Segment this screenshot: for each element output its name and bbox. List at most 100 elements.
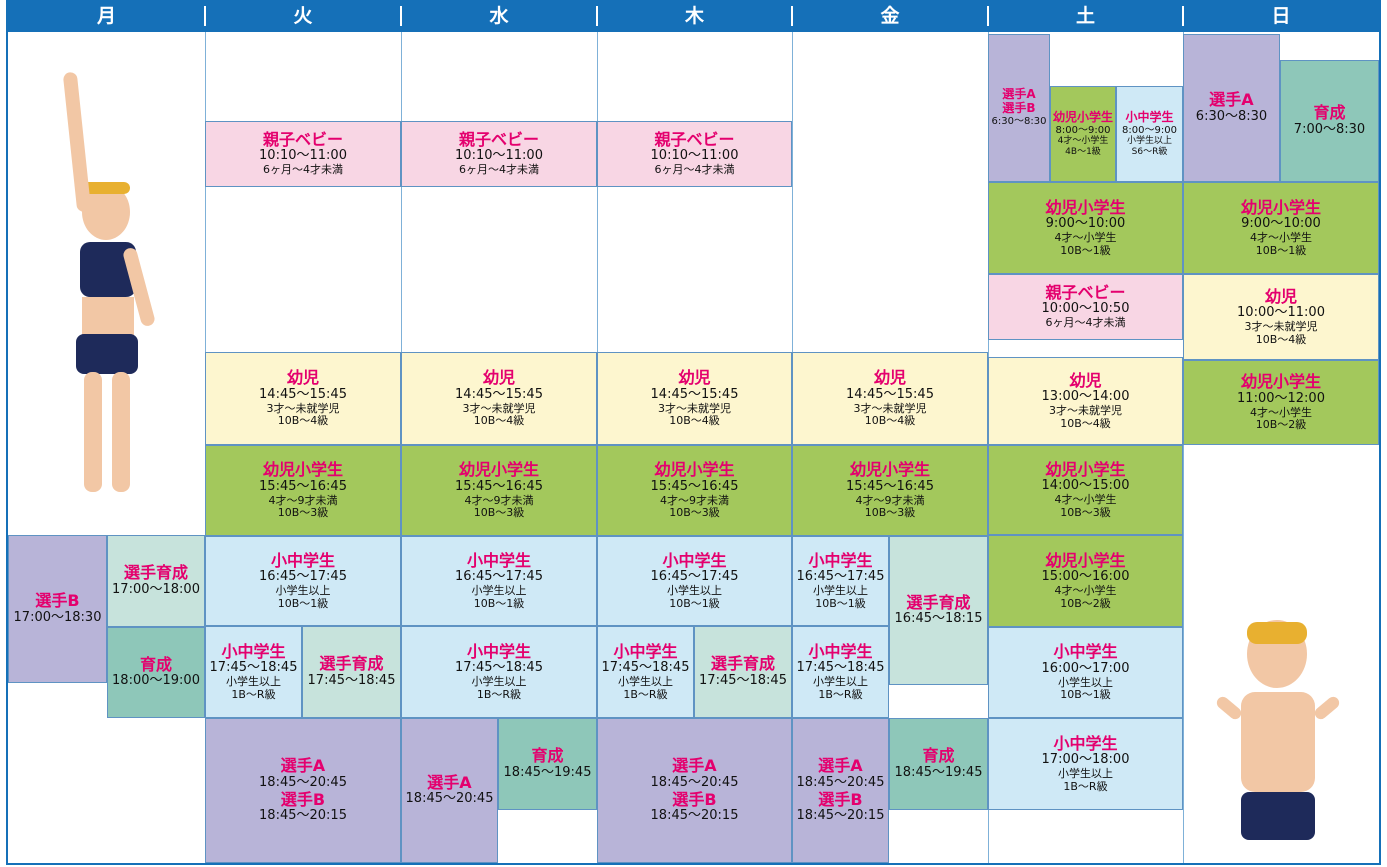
class-title: 育成	[139, 654, 172, 674]
class-detail: 16:45〜17:45	[650, 569, 739, 585]
class-detail: 18:45〜20:45	[405, 791, 494, 807]
class-block: 親子ベビー 10:10〜11:00 6ヶ月〜4才未満	[401, 121, 597, 187]
class-detail: 小学生以上	[813, 675, 868, 689]
class-detail: 17:45〜18:45	[307, 672, 396, 688]
class-detail: 3才〜未就学児	[266, 401, 340, 415]
class-detail: 10B〜3級	[669, 506, 720, 520]
class-title: 小中学生	[270, 550, 335, 570]
class-detail: 17:45〜18:45	[455, 660, 543, 676]
photo-girl	[63, 72, 155, 492]
class-detail: 1B〜R級	[231, 687, 276, 701]
class-detail: 8:00〜9:00	[1122, 124, 1177, 136]
class-block: 育成 18:45〜19:45	[889, 718, 988, 810]
class-detail: 17:00〜18:30	[13, 609, 102, 625]
class-title: 幼児小学生	[1045, 550, 1126, 570]
column-line	[1183, 32, 1184, 863]
class-block: 幼児小学生 14:00〜15:00 4才〜小学生 10B〜3級	[988, 445, 1183, 535]
class-detail: 16:45〜18:15	[894, 611, 983, 627]
class-title: 幼児小学生	[1052, 110, 1113, 124]
class-title: 小中学生	[1053, 642, 1118, 662]
class-title: 選手B	[280, 789, 326, 809]
class-block: 小中学生 17:45〜18:45 小学生以上 1B〜R級	[792, 626, 889, 718]
class-block: 小中学生 16:45〜17:45 小学生以上 10B〜1級	[205, 536, 401, 626]
class-detail: 10B〜1級	[1060, 688, 1111, 702]
class-block: 選手育成 17:45〜18:45	[694, 626, 792, 718]
class-detail: 6ヶ月〜4才未満	[459, 163, 539, 177]
class-detail: 18:45〜20:45	[650, 774, 739, 790]
class-detail: 4才〜小学生	[1057, 136, 1109, 147]
class-detail: 14:00〜15:00	[1041, 478, 1130, 494]
class-detail: 10B〜4級	[864, 414, 916, 428]
class-title: 選手A	[280, 756, 326, 776]
class-title: 親子ベビー	[458, 130, 539, 150]
class-title: 小中学生	[466, 550, 531, 570]
class-title: 小中学生	[662, 550, 727, 570]
class-title: 幼児小学生	[1240, 197, 1321, 217]
class-detail: 10B〜2級	[1255, 418, 1307, 432]
class-detail: 13:00〜14:00	[1041, 389, 1130, 405]
class-detail: 10B〜1級	[669, 596, 720, 610]
class-detail: 14:45〜15:45	[846, 386, 934, 402]
header-separator	[400, 6, 402, 26]
class-detail: 15:45〜16:45	[650, 478, 739, 494]
class-detail: 17:45〜18:45	[209, 660, 298, 676]
class-detail: 9:00〜10:00	[1241, 216, 1321, 232]
class-block: 選手A 6:30〜8:30	[1183, 34, 1280, 182]
class-detail: 10:00〜10:50	[1041, 301, 1130, 317]
class-title: 幼児	[482, 368, 515, 388]
class-title: 幼児小学生	[654, 460, 735, 480]
class-title: 幼児小学生	[1045, 197, 1126, 217]
class-detail: 18:45〜19:45	[894, 764, 983, 780]
class-detail: 10B〜1級	[1255, 243, 1307, 257]
class-detail: 小学生以上	[813, 584, 868, 598]
class-detail: 4才〜9才未満	[855, 493, 925, 507]
class-title: 小中学生	[808, 641, 873, 661]
class-detail: 10B〜1級	[815, 596, 866, 610]
class-detail: 17:45〜18:45	[699, 672, 787, 688]
class-detail: 小学生以上	[1058, 675, 1113, 689]
day-label: 日	[1271, 5, 1291, 27]
class-block: 選手A 18:45〜20:45 選手B 18:45〜20:15	[597, 718, 792, 863]
header-separator	[987, 6, 989, 26]
class-title: 親子ベビー	[1045, 283, 1126, 303]
class-detail: 15:00〜16:00	[1041, 569, 1130, 585]
class-detail: 1B〜R級	[476, 687, 522, 701]
class-detail: 6:30〜8:30	[1195, 108, 1268, 124]
class-block: 幼児小学生 15:45〜16:45 4才〜9才未満 10B〜3級	[597, 445, 792, 536]
class-detail: 4才〜小学生	[1054, 231, 1117, 245]
class-detail: 16:00〜17:00	[1041, 660, 1130, 676]
class-title: 小中学生	[613, 641, 678, 661]
class-block: 幼児小学生 15:00〜16:00 4才〜小学生 10B〜2級	[988, 535, 1183, 627]
class-detail: 18:00〜19:00	[112, 673, 200, 689]
class-title: 親子ベビー	[654, 130, 735, 150]
class-detail: 11:00〜12:00	[1237, 390, 1325, 406]
class-block: 幼児小学生 9:00〜10:00 4才〜小学生 10B〜1級	[988, 182, 1183, 274]
class-detail: 6:30〜8:30	[991, 116, 1047, 128]
class-block: 親子ベビー 10:00〜10:50 6ヶ月〜4才未満	[988, 274, 1183, 340]
class-detail: 4B〜1級	[1065, 146, 1101, 157]
class-title: 幼児小学生	[849, 460, 930, 480]
class-detail: 10B〜1級	[473, 596, 525, 610]
class-block: 親子ベビー 10:10〜11:00 6ヶ月〜4才未満	[597, 121, 792, 187]
class-detail: 6ヶ月〜4才未満	[1045, 316, 1126, 330]
class-detail: 10B〜4級	[1060, 416, 1111, 430]
class-detail: 17:45〜18:45	[601, 660, 690, 676]
class-detail: 17:00〜18:00	[112, 581, 200, 597]
class-block: 幼児 10:00〜11:00 3才〜未就学児 10B〜4級	[1183, 274, 1379, 360]
class-detail: 3才〜未就学児	[1244, 320, 1318, 334]
class-title: 選手B	[818, 789, 863, 809]
class-block: 幼児 14:45〜15:45 3才〜未就学児 10B〜4級	[792, 352, 988, 445]
class-block: 幼児 14:45〜15:45 3才〜未就学児 10B〜4級	[401, 352, 597, 445]
header-separator	[596, 6, 598, 26]
class-detail: 17:00〜18:00	[1041, 752, 1130, 768]
class-detail: 小学生以上	[1058, 767, 1113, 781]
class-block: 選手A 18:45〜20:45 選手B 18:45〜20:15	[792, 718, 889, 863]
class-block: 幼児小学生 11:00〜12:00 4才〜小学生 10B〜2級	[1183, 360, 1379, 445]
timetable-frame	[6, 0, 1381, 865]
class-title: 選手A	[818, 756, 863, 776]
photo-boy	[1216, 620, 1340, 840]
class-block: 幼児小学生 15:45〜16:45 4才〜9才未満 10B〜3級	[205, 445, 401, 536]
class-block: 幼児 14:45〜15:45 3才〜未就学児 10B〜4級	[205, 352, 401, 445]
class-detail: 10:10〜11:00	[650, 148, 739, 164]
class-detail: 10:10〜11:00	[259, 148, 347, 164]
